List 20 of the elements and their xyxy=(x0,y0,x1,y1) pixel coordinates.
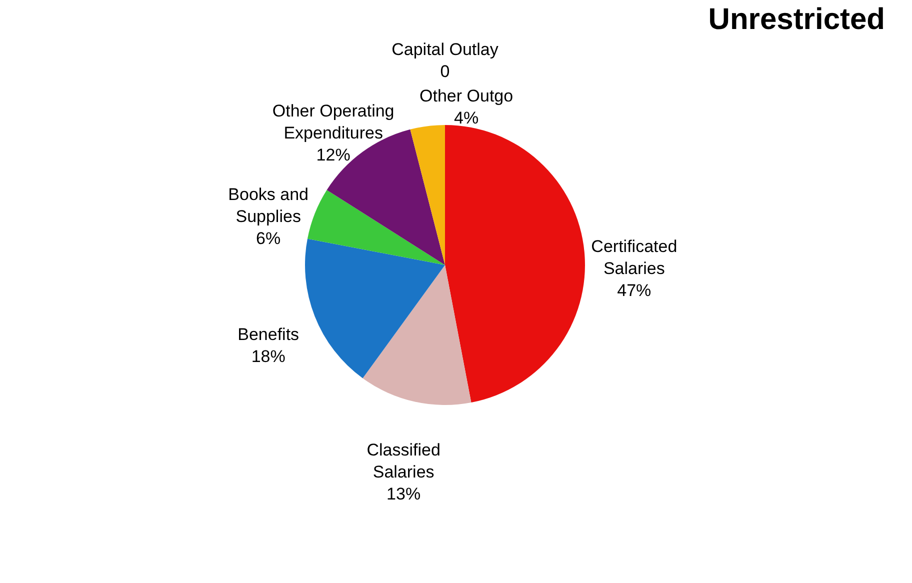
pie-slice xyxy=(305,238,445,378)
slice-label: Books and Supplies xyxy=(228,185,309,226)
data-label: 12% xyxy=(316,145,350,164)
data-label: 6% xyxy=(256,229,281,248)
slice-label: Classified Salaries xyxy=(366,440,440,482)
pie-slice xyxy=(445,125,585,403)
pie-slice xyxy=(362,265,472,405)
text: 0 xyxy=(440,62,450,81)
slice-label: Other Operating Expenditures xyxy=(272,101,394,142)
pie-slice xyxy=(410,125,445,265)
slice-label: Certificated Salaries xyxy=(591,237,678,278)
data-label: 18% xyxy=(251,346,286,366)
pie-slice xyxy=(307,190,445,265)
data-label: 4% xyxy=(454,108,479,128)
slice-label: Other Outgo xyxy=(420,86,514,106)
slice-label: Benefits xyxy=(238,324,300,344)
data-label: 47% xyxy=(617,281,652,300)
data-label: 13% xyxy=(386,484,421,504)
category-label: Capital Outlay xyxy=(392,40,498,59)
text: Unrestricted xyxy=(708,3,885,36)
